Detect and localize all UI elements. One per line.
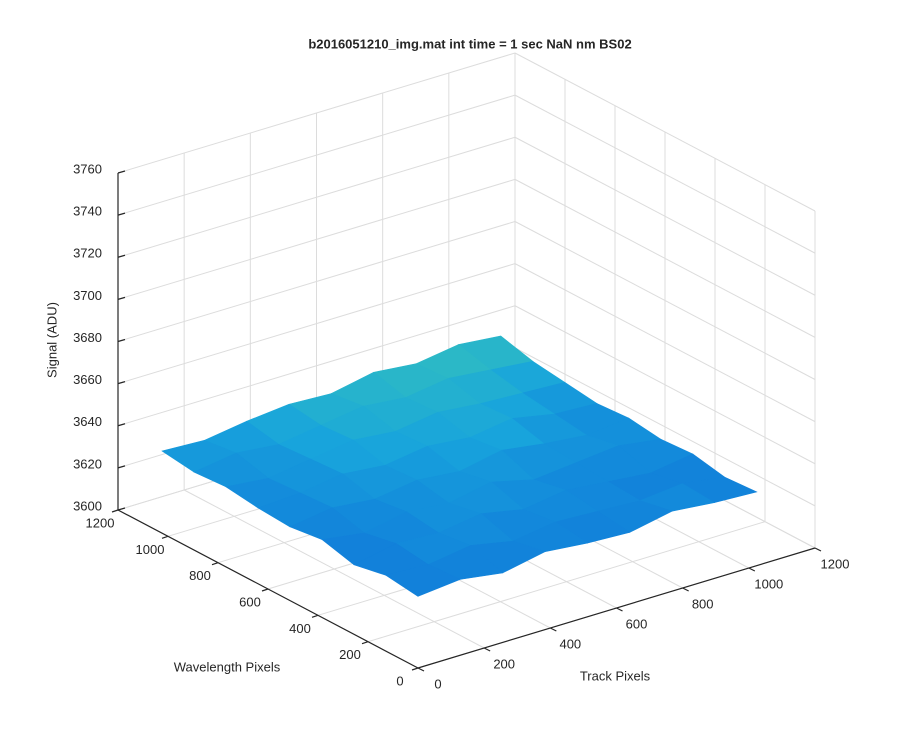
plot-area: 0 200 400 600 800 1000 1200 0 200 400 600 800 1000 12… bbox=[73, 52, 850, 691]
x-tick-label: 0 bbox=[434, 676, 441, 691]
z-tick bbox=[117, 381, 126, 385]
y-tick bbox=[211, 562, 219, 566]
grid-line bbox=[514, 94, 816, 254]
y-tick-label: 600 bbox=[239, 594, 261, 609]
x-axis-label: Track Pixels bbox=[580, 668, 651, 683]
z-tick-label: 3600 bbox=[73, 498, 102, 513]
z-tick bbox=[117, 296, 126, 300]
x-tick bbox=[616, 607, 623, 612]
grid-line bbox=[514, 178, 816, 338]
y-tick-label: 400 bbox=[289, 621, 311, 636]
y-tick-label: 800 bbox=[189, 568, 211, 583]
x-tick bbox=[682, 587, 689, 592]
z-tick-label: 3680 bbox=[73, 330, 102, 345]
z-tick-label: 3740 bbox=[73, 204, 102, 219]
x-tick-label: 200 bbox=[493, 656, 515, 671]
z-tick-label: 3720 bbox=[73, 246, 102, 261]
grid-line bbox=[514, 305, 816, 465]
y-tick-label: 200 bbox=[339, 647, 361, 662]
x-tick bbox=[814, 547, 822, 552]
y-tick-label: 1000 bbox=[136, 542, 165, 557]
x-tick bbox=[748, 567, 756, 572]
z-tick-label: 3760 bbox=[73, 161, 102, 176]
z-tick bbox=[117, 170, 126, 174]
chart-title: b2016051210_img.mat int time = 1 sec NaN… bbox=[308, 36, 631, 51]
grid-line bbox=[514, 52, 816, 212]
x-tick-label: 800 bbox=[692, 596, 714, 611]
grid-line bbox=[514, 221, 816, 380]
x-tick-label: 400 bbox=[559, 636, 581, 651]
z-tick bbox=[117, 338, 126, 343]
z-tick bbox=[117, 465, 126, 469]
y-axis-label: Wavelength Pixels bbox=[174, 659, 281, 674]
y-tick bbox=[411, 667, 419, 671]
x-tick-label: 1000 bbox=[754, 576, 783, 591]
x-tick bbox=[417, 667, 425, 672]
grid-line bbox=[514, 263, 816, 423]
grid-line bbox=[117, 221, 516, 342]
z-tick bbox=[117, 507, 126, 511]
y-tick bbox=[261, 588, 269, 592]
z-tick bbox=[117, 212, 126, 216]
x-tick-label: 600 bbox=[626, 616, 648, 631]
x-tick-label: 1200 bbox=[821, 556, 850, 571]
y-tick bbox=[311, 614, 319, 618]
z-axis-label: Signal (ADU) bbox=[44, 302, 59, 378]
grid-line bbox=[514, 136, 816, 296]
y-tick bbox=[161, 535, 169, 539]
x-tick bbox=[550, 627, 557, 632]
z-tick-label: 3640 bbox=[73, 414, 102, 429]
z-tick-label: 3660 bbox=[73, 372, 102, 387]
grid-line bbox=[367, 521, 766, 643]
y-tick bbox=[111, 509, 119, 513]
grid-line bbox=[514, 347, 816, 507]
y-tick-label: 1200 bbox=[86, 515, 115, 530]
grid-line bbox=[117, 52, 516, 174]
z-tick bbox=[117, 423, 126, 427]
z-tick-label: 3620 bbox=[73, 456, 102, 471]
y-tick bbox=[361, 641, 369, 645]
grid-line bbox=[117, 263, 516, 385]
x-tick bbox=[483, 647, 491, 652]
z-tick-label: 3700 bbox=[73, 288, 102, 303]
y-tick-label: 0 bbox=[396, 673, 403, 688]
grid-line bbox=[117, 178, 516, 300]
grid-line bbox=[117, 94, 516, 216]
grid-line bbox=[117, 305, 516, 427]
z-tick bbox=[117, 254, 126, 258]
surface-patch bbox=[385, 564, 462, 597]
grid-line bbox=[117, 136, 516, 258]
